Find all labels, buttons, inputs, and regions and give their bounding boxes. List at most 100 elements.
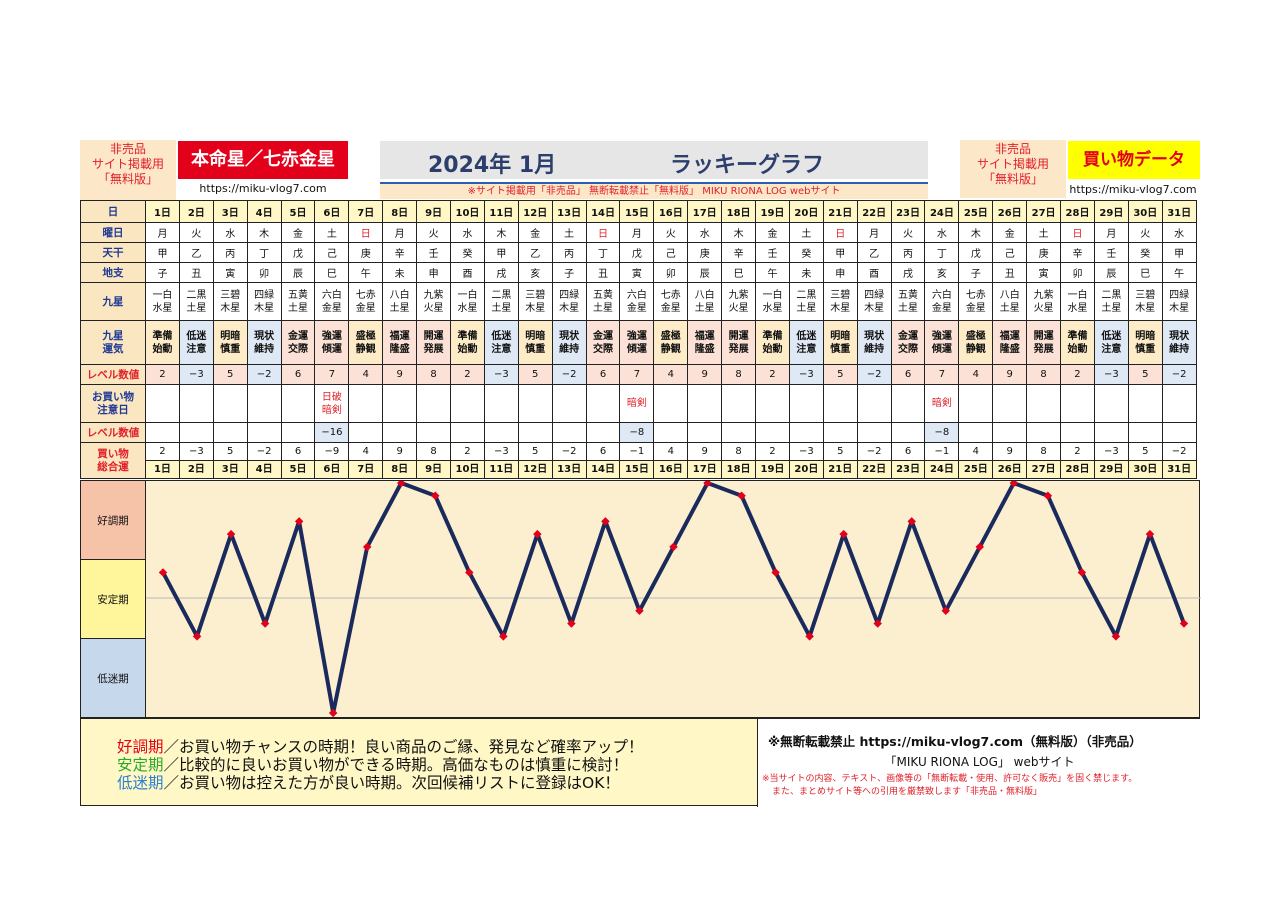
weekday-cell: 月	[856, 222, 892, 243]
label-total-line: 買い物	[97, 447, 129, 460]
level-cell: 2	[755, 364, 790, 385]
total-value: 2	[1074, 446, 1081, 457]
total-day: 6日	[315, 460, 348, 478]
kyusei-cell: 五黄 土星	[890, 282, 926, 321]
day-cell: 3日	[212, 200, 248, 223]
fortune-line: 静観	[660, 343, 681, 355]
day-cell: 19日	[755, 200, 790, 223]
fortune-cell: 低迷 注意	[178, 320, 214, 365]
day-cell: 26日	[992, 200, 1028, 223]
level-cell: −2	[246, 364, 282, 385]
total-cell: −2 22日	[856, 442, 892, 479]
tenkan-cell: 庚	[348, 242, 384, 263]
fortune-line: 明暗	[525, 330, 546, 342]
fortune-cell: 盛極 静観	[348, 320, 384, 365]
weekday-cell: 土	[314, 222, 350, 243]
level2-cell: −8	[924, 422, 960, 443]
row-tenkan: 天干甲乙丙丁戊己庚辛壬癸甲乙丙丁戊己庚辛壬癸甲乙丙丁戊己庚辛壬癸甲	[80, 242, 1197, 263]
weekday-cell: 日	[348, 222, 384, 243]
fortune-cell: 開運 発展	[721, 320, 757, 365]
row-caution: お買い物 注意日 日破 暗剣 暗剣 暗剣	[80, 384, 1197, 423]
tenkan-cell: 辛	[721, 242, 757, 263]
fortune-cell: 金運 交際	[890, 320, 926, 365]
kyusei-line: 木星	[864, 302, 885, 314]
kyusei-line: 四緑	[864, 289, 885, 301]
kyusei-line: 九紫	[728, 289, 749, 301]
tenkan-cell: 庚	[687, 242, 723, 263]
fortune-cell: 明暗 慎重	[517, 320, 553, 365]
fortune-cell: 低迷 注意	[1093, 320, 1129, 365]
fortune-line: 交際	[288, 343, 308, 355]
total-value: −2	[866, 446, 882, 457]
kyusei-cell: 六白 金星	[314, 282, 350, 321]
kyusei-line: 九紫	[1033, 289, 1054, 301]
fortune-line: 明暗	[830, 330, 851, 342]
kyusei-cell: 八白 土星	[992, 282, 1028, 321]
total-value: −3	[493, 446, 509, 457]
caution-cell	[721, 384, 757, 423]
kyusei-line: 土星	[593, 302, 614, 314]
total-value: −1	[934, 446, 950, 457]
chishi-cell: 丑	[178, 262, 214, 283]
data-point-13	[567, 619, 576, 628]
total-value: 5	[227, 446, 234, 457]
warning-line1: ※当サイトの内容、テキスト、画像等の「無断転載・使用、許可なく販売」を固く禁じま…	[762, 774, 1138, 784]
kyusei-line: 水星	[457, 302, 478, 314]
level2-cell	[992, 422, 1028, 443]
weekday-cell: 水	[212, 222, 248, 243]
row-chishi: 地支子丑寅卯辰巳午未申酉戌亥子丑寅卯辰巳午未申酉戌亥子丑寅卯辰巳午	[80, 262, 1197, 283]
caution-cell	[822, 384, 858, 423]
tenkan-cell: 辛	[1060, 242, 1095, 263]
fortune-line: 維持	[254, 343, 275, 355]
chishi-cell: 亥	[517, 262, 553, 283]
fortune-line: 傾運	[931, 343, 952, 355]
day-cell: 29日	[1093, 200, 1129, 223]
kyusei-cell: 四緑 木星	[1161, 282, 1197, 321]
fortune-line: 交際	[898, 343, 919, 355]
kyusei-line: 金星	[355, 302, 376, 314]
chishi-cell: 午	[1161, 262, 1197, 283]
weekday-cell: 火	[1127, 222, 1163, 243]
total-cell: −3 29日	[1093, 442, 1129, 479]
level-cell: 2	[1060, 364, 1095, 385]
total-value: 9	[1006, 446, 1013, 457]
weekday-cell: 土	[551, 222, 587, 243]
note-left-line2: サイト掲載用	[91, 157, 164, 171]
tenkan-cell: 己	[653, 242, 689, 263]
data-point-30	[1145, 529, 1155, 539]
chishi-cell: 卯	[246, 262, 282, 283]
caution-cell	[992, 384, 1028, 423]
total-value: 4	[667, 446, 674, 457]
fortune-cell: 金運 交際	[585, 320, 621, 365]
kyusei-line: 土星	[491, 302, 512, 314]
kyusei-line: 水星	[762, 302, 783, 314]
fortune-line: 発展	[423, 343, 444, 355]
fortune-line: 強運	[626, 330, 647, 342]
total-value: 6	[599, 446, 607, 457]
fortune-line: 現状	[864, 330, 885, 342]
fortune-line: 準備	[152, 330, 173, 342]
level2-cell	[822, 422, 858, 443]
chishi-cell: 辰	[280, 262, 316, 283]
fortune-line: 慎重	[220, 343, 241, 355]
kyusei-line: 土星	[999, 302, 1020, 314]
fortune-line: 静観	[965, 343, 986, 355]
kyusei-cell: 七赤 金星	[653, 282, 689, 321]
level2-cell	[958, 422, 994, 443]
total-cell: −2 13日	[551, 442, 587, 479]
chishi-cell: 子	[958, 262, 994, 283]
total-value: 8	[735, 446, 742, 457]
legend-good-key: 好調期	[117, 738, 164, 756]
kyusei-cell: 六白 金星	[619, 282, 655, 321]
caution-cell	[178, 384, 214, 423]
total-day: 31日	[1163, 460, 1196, 478]
kyusei-line: 二黒	[796, 289, 817, 301]
kyusei-cell: 三碧 木星	[517, 282, 553, 321]
fortune-line: 注意	[491, 343, 512, 355]
tenkan-cell: 戊	[280, 242, 316, 263]
total-day: 30日	[1129, 460, 1162, 478]
caution-cell: 日破 暗剣	[314, 384, 350, 423]
kyusei-line: 木星	[525, 302, 546, 314]
kyusei-cell: 七赤 金星	[958, 282, 994, 321]
fortune-line: 隆盛	[999, 343, 1020, 355]
